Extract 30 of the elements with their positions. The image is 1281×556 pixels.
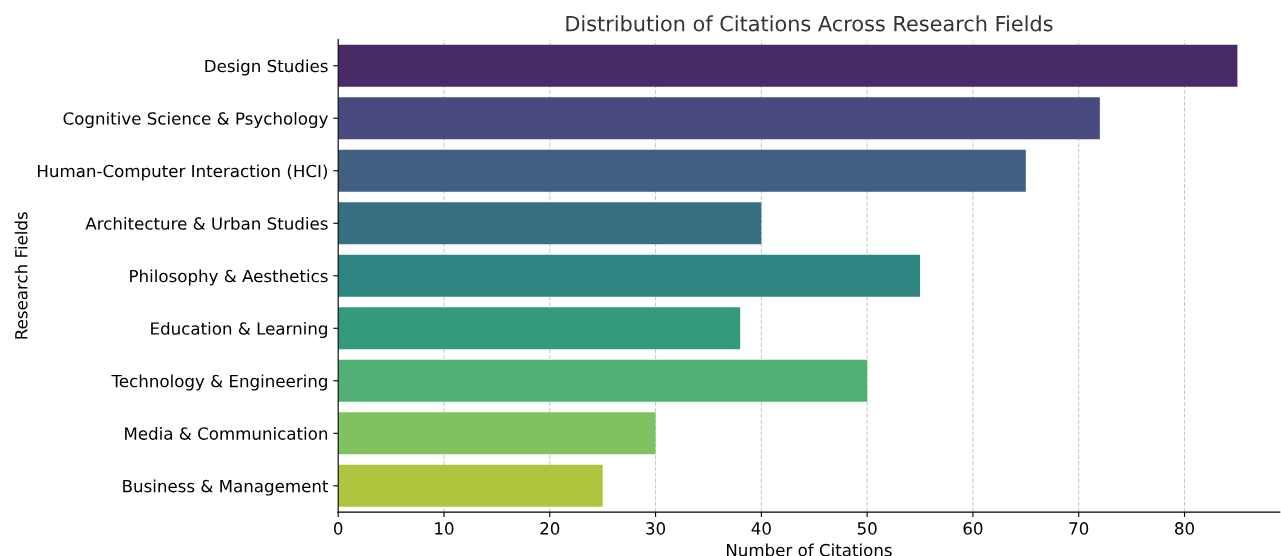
x-tick-label: 10 — [435, 522, 454, 535]
y-tick-label: Architecture & Urban Studies — [85, 216, 328, 230]
y-tick-label: Business & Management — [123, 479, 329, 496]
x-tick-label: 60 — [963, 522, 983, 535]
x-tick-label: 80 — [1175, 522, 1194, 535]
x-tick-label: 0 — [333, 522, 343, 535]
bar — [338, 149, 1026, 192]
x-axis-title: Number of Citations — [726, 543, 892, 556]
x-tick-label: 40 — [751, 522, 771, 535]
y-tick-label: Human-Computer Interaction (HCI) — [38, 164, 328, 181]
y-tick-label: Cognitive Science & Psychology — [63, 111, 328, 129]
bar — [338, 97, 1100, 140]
x-tick-label: 70 — [1069, 522, 1089, 535]
y-tick-label: Design Studies — [205, 59, 328, 76]
x-tick-label: 30 — [646, 522, 666, 535]
chart-title: Distribution of Citations Across Research Fields — [566, 15, 1053, 32]
y-tick-label: Media & Communication — [125, 426, 328, 440]
bar — [338, 307, 741, 350]
bar — [338, 254, 921, 297]
bar — [338, 359, 868, 402]
bar — [338, 464, 603, 507]
bar — [338, 202, 762, 245]
y-tick-label: Technology & Engineering — [111, 374, 327, 391]
bar — [338, 412, 656, 455]
y-tick-label: Education & Learning — [151, 321, 327, 339]
x-tick-label: 50 — [857, 522, 877, 535]
y-axis-title: Research Fields — [14, 212, 28, 339]
y-tick-label: Philosophy & Aesthetics — [130, 269, 328, 286]
x-tick-label: 20 — [540, 522, 560, 535]
bar — [338, 44, 1238, 87]
